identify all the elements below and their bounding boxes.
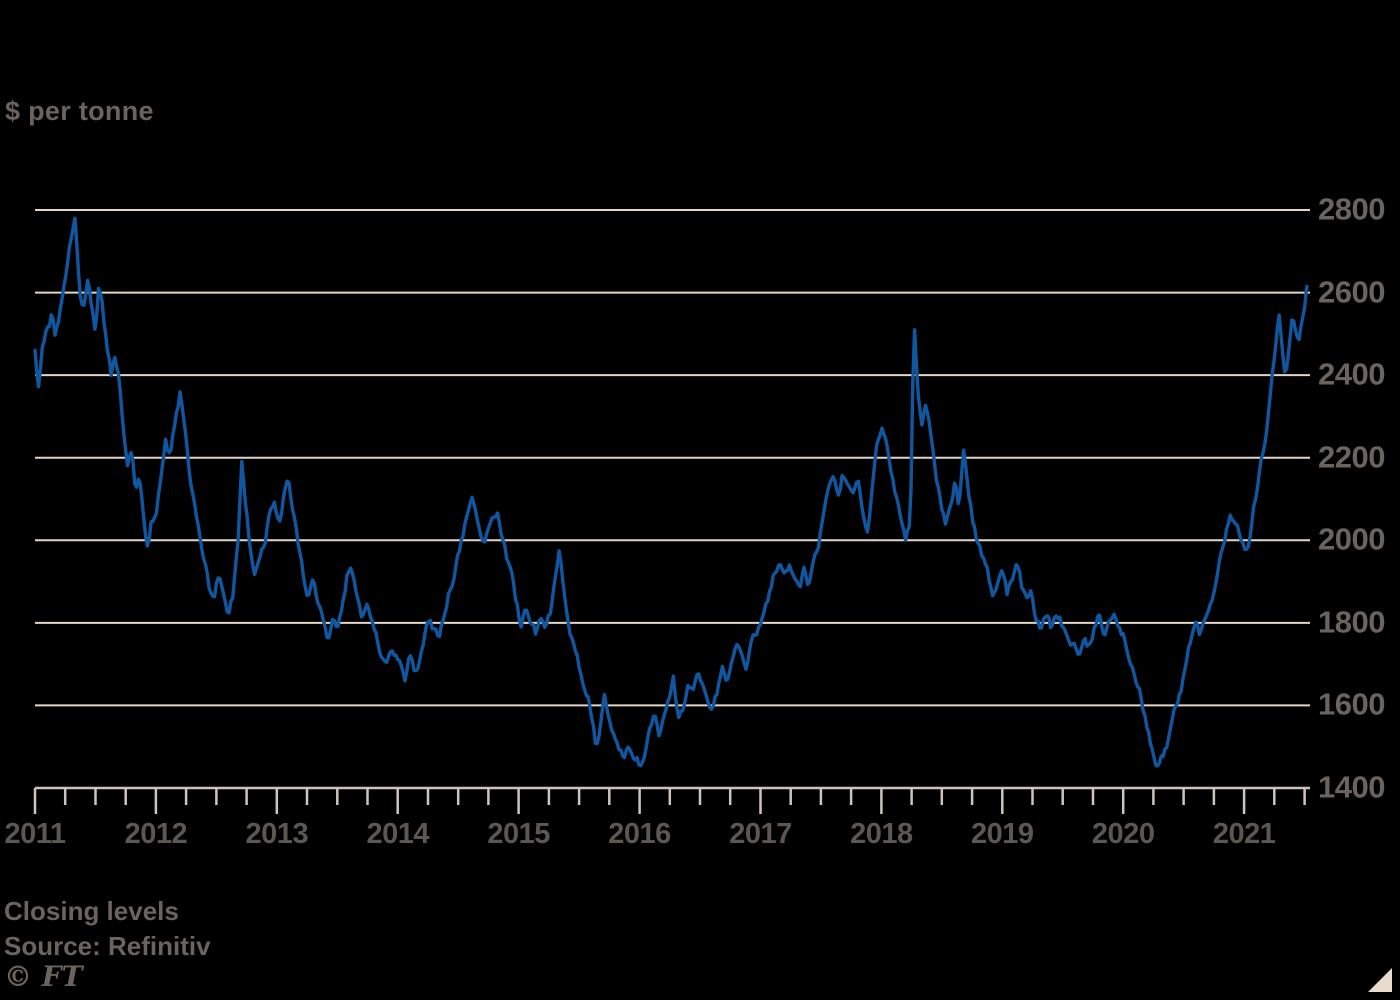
- x-axis-label-2017: 2017: [729, 818, 792, 850]
- ft-credit: © FT: [4, 960, 83, 993]
- y-axis-label-2200: 2200: [1318, 438, 1385, 474]
- x-axis-label-2021: 2021: [1212, 818, 1276, 850]
- footer-note: Closing levels: [4, 896, 179, 926]
- y-axis-label-2000: 2000: [1318, 521, 1385, 557]
- x-axis-layer: [33, 786, 1310, 814]
- x-axis-label-2012: 2012: [124, 818, 188, 850]
- x-axis-label-2016: 2016: [608, 818, 671, 850]
- x-axis-label-2019: 2019: [971, 818, 1034, 850]
- price-line-layer: [33, 216, 1309, 768]
- x-axis-label-2018: 2018: [850, 818, 913, 850]
- y-axis-label-2600: 2600: [1318, 273, 1385, 309]
- x-axis-label-2011: 2011: [4, 818, 66, 850]
- y-axis-label-1800: 1800: [1318, 604, 1385, 640]
- decoration-layer: [1368, 968, 1392, 992]
- unit-label: $ per tonne: [5, 96, 154, 126]
- y-axis-label-1400: 1400: [1318, 769, 1385, 805]
- footer-source: Source: Refinitiv: [4, 931, 211, 961]
- y-axis-label-1600: 1600: [1318, 686, 1385, 722]
- x-axis-label-2015: 2015: [487, 818, 550, 850]
- gridlines-layer: [35, 209, 1310, 707]
- y-axis-label-2800: 2800: [1318, 191, 1385, 227]
- x-axis-label-2014: 2014: [366, 818, 429, 850]
- price-line: [33, 216, 1309, 768]
- x-axis-label-2013: 2013: [245, 818, 309, 850]
- y-axis-label-2400: 2400: [1318, 356, 1385, 392]
- x-axis-label-2020: 2020: [1091, 818, 1155, 850]
- ft-corner-triangle: [1368, 968, 1392, 992]
